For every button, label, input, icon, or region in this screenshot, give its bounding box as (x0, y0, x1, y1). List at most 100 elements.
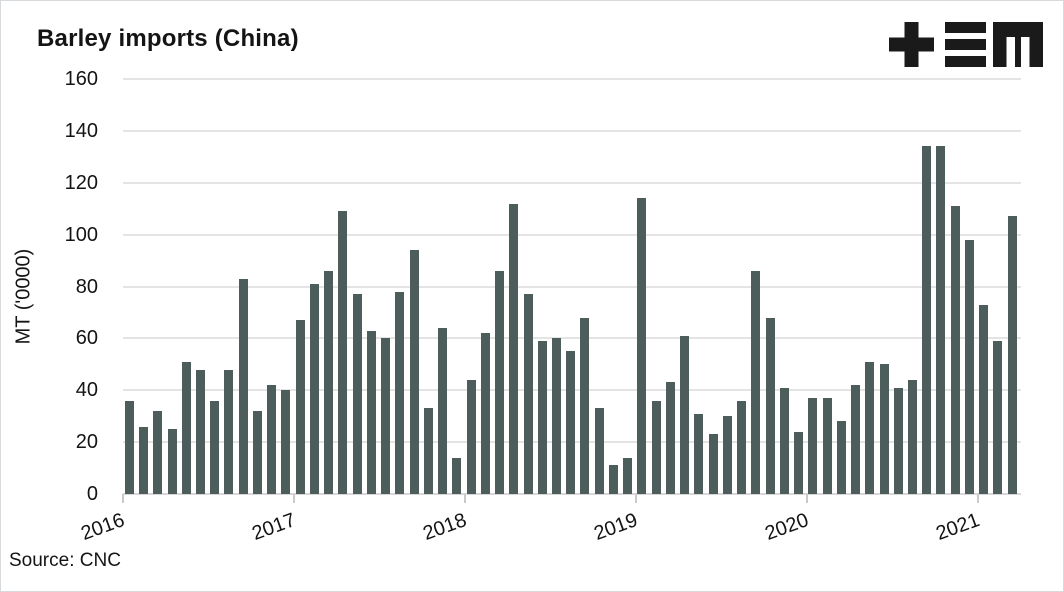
bar (523, 294, 533, 494)
x-tick-2021 (976, 494, 979, 503)
bar (737, 400, 747, 494)
x-tick-2020 (805, 494, 808, 503)
x-tick-label-2018: 2018 (420, 509, 470, 545)
bar (509, 203, 519, 494)
bar (922, 146, 932, 494)
logo-plus-v (904, 22, 919, 67)
bar (167, 429, 177, 494)
y-tick-label-160: 160 (64, 68, 98, 90)
bar (651, 400, 661, 494)
y-tick-label-60: 60 (75, 327, 98, 350)
gridline-y-160 (123, 78, 1021, 80)
bar (366, 330, 376, 494)
x-tick-label-2021: 2021 (932, 509, 983, 545)
bar (908, 379, 917, 494)
bar (950, 206, 960, 494)
bar (665, 382, 675, 494)
bar (822, 398, 832, 494)
bar (267, 385, 277, 494)
bar (438, 328, 448, 494)
bar (979, 304, 989, 494)
bar (765, 317, 775, 494)
logo-m-notch-2 (1021, 37, 1030, 67)
gridline-y-0 (123, 493, 1021, 495)
bar (480, 333, 490, 494)
bar (537, 340, 547, 494)
logo-m-block (993, 22, 1043, 67)
x-tick-2019 (634, 494, 637, 503)
bar (124, 400, 134, 494)
x-tick-label-2017: 2017 (249, 509, 299, 545)
bar (224, 369, 234, 494)
bar (409, 250, 419, 494)
bar (338, 211, 348, 494)
y-tick-label-80: 80 (75, 275, 98, 298)
bar (851, 385, 861, 494)
bar (139, 426, 149, 494)
bar (708, 434, 718, 494)
bar (623, 457, 633, 494)
bar (794, 431, 804, 494)
bar (466, 379, 476, 494)
gridline-y-100 (123, 233, 1021, 236)
chart-title: Barley imports (China) (37, 25, 299, 52)
bar (680, 335, 690, 494)
x-tick-2017 (293, 494, 296, 503)
bar (153, 411, 163, 494)
bar (608, 465, 618, 494)
logo-bar-3 (945, 56, 986, 67)
y-tick-label-40: 40 (75, 379, 98, 402)
bar (580, 317, 590, 494)
bar (993, 340, 1003, 494)
plus-equals-m-logo-icon (889, 22, 1043, 67)
bar (395, 291, 405, 494)
bar (210, 400, 220, 494)
y-tick-label-0: 0 (86, 483, 98, 505)
y-tick-label-140: 140 (64, 119, 98, 142)
logo-m-notch-1 (1006, 37, 1015, 67)
bar (452, 457, 462, 494)
bar (722, 416, 732, 494)
source-note: Source: CNC (9, 550, 121, 571)
bar (936, 146, 946, 494)
bar (352, 294, 362, 494)
bar (893, 387, 903, 494)
x-tick-label-2016: 2016 (78, 509, 128, 545)
bar (309, 283, 319, 494)
logo-bar-1 (945, 22, 986, 33)
x-tick-label-2019: 2019 (590, 509, 641, 545)
bar (594, 408, 604, 494)
bar (495, 270, 505, 494)
bar (295, 320, 305, 494)
gridline-y-60 (123, 337, 1021, 340)
bar (181, 361, 191, 494)
bar (865, 361, 875, 494)
bar (779, 387, 789, 494)
bar (808, 398, 818, 494)
bar (423, 408, 433, 494)
bar (381, 338, 391, 494)
bar (751, 270, 761, 494)
gridline-y-80 (123, 285, 1021, 288)
bar (566, 351, 576, 494)
bar (252, 411, 262, 494)
gridline-y-120 (123, 181, 1021, 184)
bar (1007, 216, 1017, 494)
y-tick-label-120: 120 (64, 171, 98, 194)
bar (238, 278, 248, 494)
y-tick-label-100: 100 (64, 223, 98, 246)
bar (552, 338, 561, 494)
bar (879, 364, 889, 494)
bar (196, 369, 205, 494)
x-tick-label-2020: 2020 (761, 509, 812, 545)
gridline-y-140 (123, 129, 1021, 132)
bar (964, 239, 974, 494)
x-tick-2016 (122, 494, 125, 503)
y-tick-label-20: 20 (75, 431, 98, 454)
logo-bar-2 (945, 39, 986, 50)
bar (637, 198, 647, 494)
x-tick-2018 (463, 494, 466, 503)
bar (324, 270, 334, 494)
bar (694, 413, 704, 494)
